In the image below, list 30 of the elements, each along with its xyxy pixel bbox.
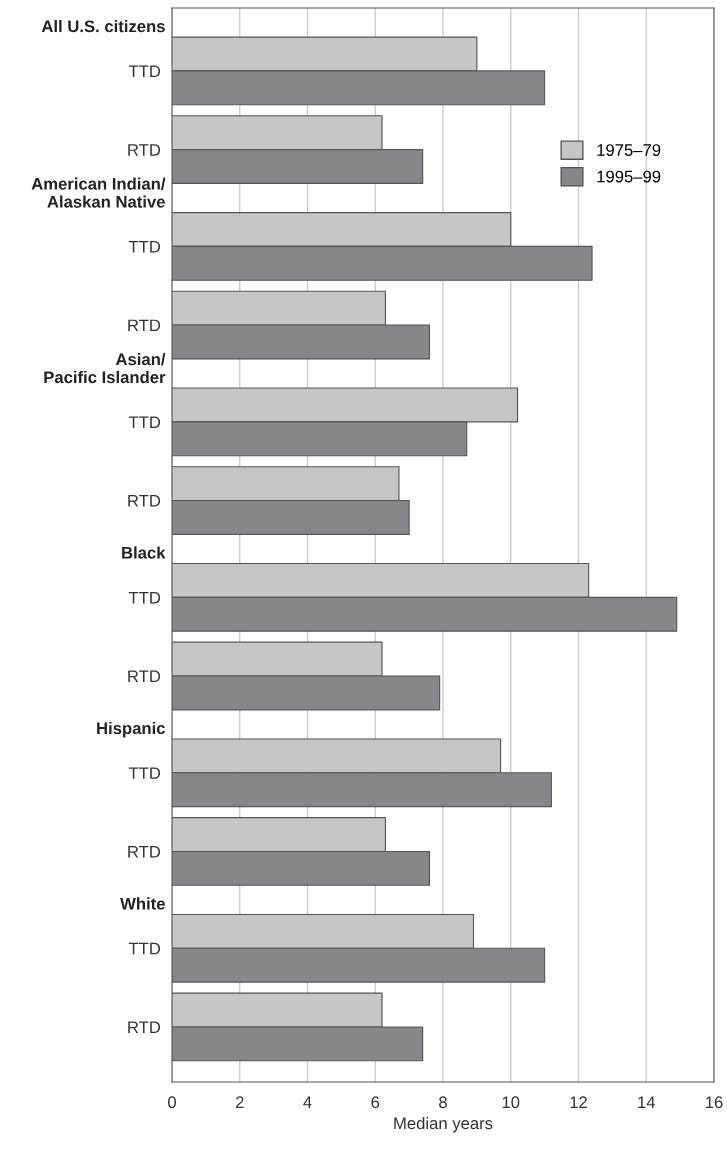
x-tick-label: 16 xyxy=(706,1096,723,1109)
legend-label: 1975–79 xyxy=(597,144,661,156)
x-axis-title: Median years xyxy=(394,1116,493,1133)
x-tick-label: 6 xyxy=(371,1096,380,1109)
y-tick-label: TTD xyxy=(128,591,161,604)
y-tick-label: RTD xyxy=(128,846,161,858)
y-tick-label: RTD xyxy=(128,144,161,156)
text: All U.S. citizens xyxy=(41,19,165,33)
y-tick-label: TTD xyxy=(128,240,161,253)
y-tick-label: RTD xyxy=(128,319,161,332)
y-tick-label: TTD xyxy=(128,416,161,428)
x-tick-label: 14 xyxy=(638,1096,656,1108)
text: Asian/ Pacific Islander xyxy=(44,352,166,384)
x-tick-label: 8 xyxy=(439,1096,447,1109)
text: Black xyxy=(122,546,166,559)
y-tick-label: RTD xyxy=(128,495,161,507)
x-tick-label: 4 xyxy=(303,1096,312,1108)
y-tick-label: RTD xyxy=(128,1021,161,1033)
x-tick-label: 2 xyxy=(235,1096,244,1108)
text: White xyxy=(120,897,165,910)
y-tick-label: RTD xyxy=(128,670,161,683)
y-tick-label: TTD xyxy=(128,767,161,779)
x-tick-label: 10 xyxy=(502,1096,520,1109)
x-tick-label: 12 xyxy=(570,1096,587,1108)
x-tick-label: 0 xyxy=(168,1096,176,1109)
legend-label: 1995–99 xyxy=(597,170,661,183)
y-tick-label: TTD xyxy=(128,942,161,955)
text: American Indian/ Alaskan Native xyxy=(31,177,166,208)
y-tick-label: TTD xyxy=(128,65,161,77)
text: Hispanic xyxy=(97,721,166,738)
